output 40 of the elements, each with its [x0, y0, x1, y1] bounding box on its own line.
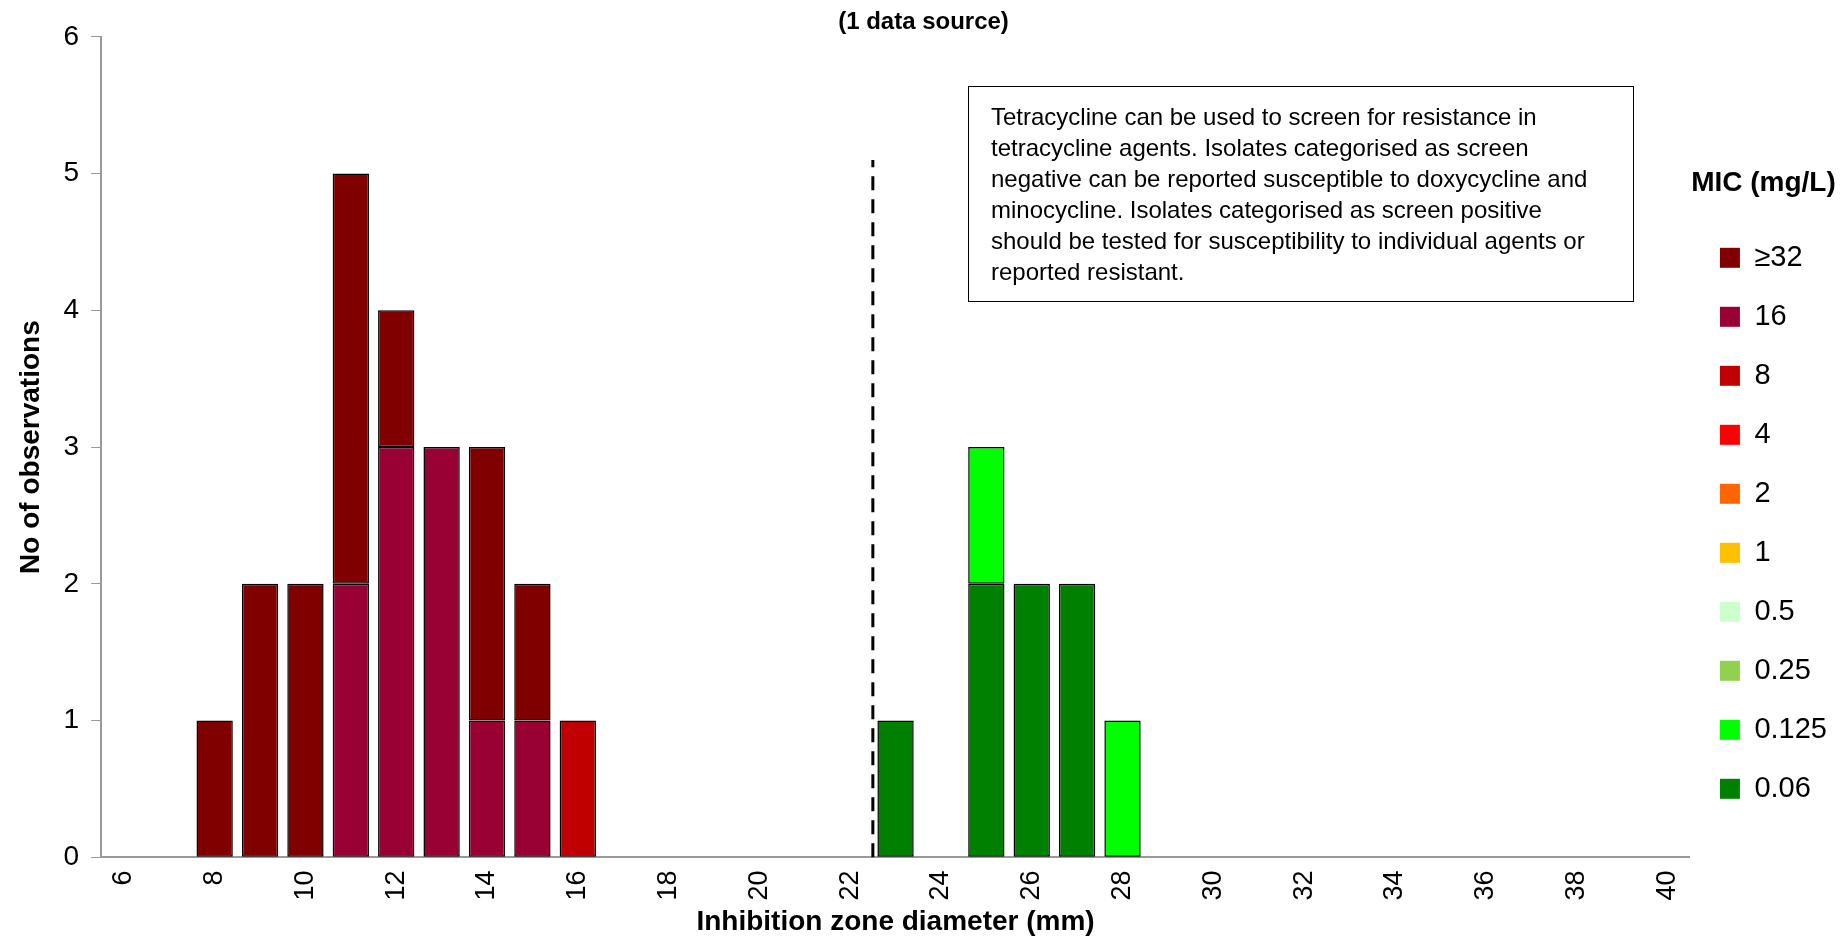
x-tick-label: 28: [1105, 870, 1136, 901]
x-tick-label: 12: [379, 870, 410, 901]
legend-label: 0.25: [1754, 652, 1811, 685]
x-tick-label: 22: [833, 870, 864, 901]
y-tick-label: 2: [63, 566, 80, 598]
y-axis-title: No of observations: [13, 320, 45, 574]
x-tick-label: 26: [1015, 870, 1046, 901]
y-tick-label: 4: [63, 293, 80, 325]
x-tick-label: 18: [652, 870, 683, 901]
y-tick-label: 5: [63, 156, 80, 188]
x-axis-title: Inhibition zone diameter (mm): [696, 904, 1095, 936]
chart-title: (1 data source): [838, 7, 1009, 35]
legend-label: ≥32: [1754, 239, 1803, 272]
y-tick-label: 3: [63, 429, 80, 461]
x-tick-label: 20: [742, 870, 773, 901]
x-tick-label: 6: [107, 870, 138, 886]
y-tick-label: 6: [63, 19, 80, 51]
x-tick-label: 8: [198, 870, 229, 886]
x-tick-label: 30: [1196, 870, 1227, 901]
x-tick-label: 10: [288, 870, 319, 901]
legend-label: 8: [1754, 357, 1771, 390]
legend-label: 1: [1754, 534, 1771, 567]
x-tick-label: 38: [1559, 870, 1590, 901]
legend-label: 16: [1754, 298, 1787, 331]
x-tick-label: 34: [1378, 870, 1409, 901]
legend-title: MIC (mg/L): [1691, 166, 1836, 198]
x-tick-label: 32: [1287, 870, 1318, 901]
legend-label: 4: [1754, 416, 1771, 449]
y-tick-label: 1: [63, 703, 80, 735]
x-tick-label: 40: [1650, 870, 1681, 901]
legend-label: 2: [1754, 475, 1771, 508]
x-tick-label: 36: [1469, 870, 1500, 901]
legend-label: 0.06: [1754, 770, 1811, 803]
y-tick-label: 0: [63, 840, 80, 872]
legend-label: 0.5: [1754, 593, 1795, 626]
x-tick-label: 14: [470, 870, 501, 901]
annotation: Tetracycline can be used to screen for resistance in tetracycline agents. Isolates categorised as screen negative can be reported susceptible to doxycycline and minocycline. Isolates categorised as screen positive should be tested for susceptibility to individual agents or reported resistant.: [968, 86, 1634, 302]
x-tick-label: 16: [561, 870, 592, 901]
legend-label: 0.125: [1754, 711, 1828, 744]
x-tick-label: 24: [924, 870, 955, 901]
